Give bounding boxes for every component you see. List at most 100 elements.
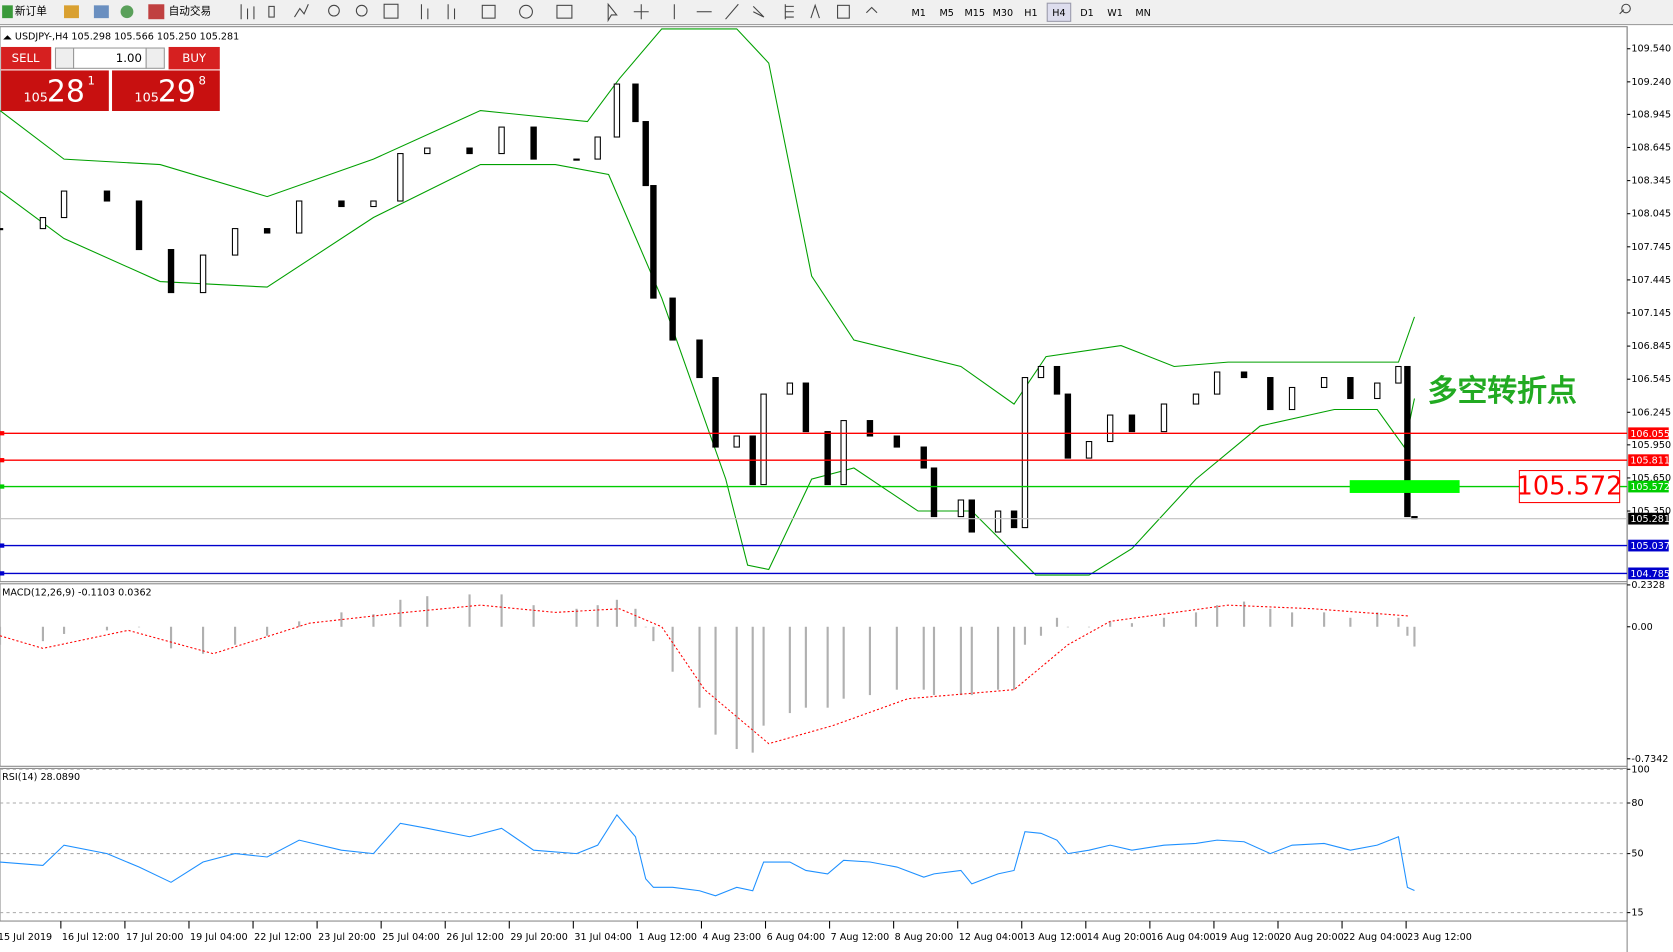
candle: [135, 200, 143, 251]
auto-trading-button[interactable]: 自动交易: [169, 5, 212, 18]
macd-bar: [932, 626, 936, 696]
auto-trading-icon[interactable]: [148, 4, 165, 20]
buy-price-fraction: 8: [198, 74, 205, 88]
macd-bar: [1023, 626, 1027, 645]
x-tick-label: 19 Aug 12:00: [1215, 932, 1280, 943]
channel-icon[interactable]: [752, 6, 765, 18]
x-tick-label: 8 Aug 20:00: [895, 932, 954, 943]
macd-bar: [895, 626, 898, 690]
tool-icon[interactable]: [64, 5, 79, 19]
timeframe-button[interactable]: H4: [1052, 8, 1065, 19]
macd-bar: [634, 608, 637, 627]
sell-label[interactable]: SELL: [12, 51, 40, 65]
candle: [1320, 377, 1328, 389]
periods-icon[interactable]: [519, 4, 533, 19]
level-label: 106.055: [1630, 429, 1670, 440]
line-icon[interactable]: [294, 4, 309, 18]
candle: [786, 382, 794, 395]
buy-button[interactable]: [168, 46, 220, 70]
x-tick-label: 22 Jul 12:00: [254, 932, 312, 943]
toolbar: [0, 0, 1673, 25]
rsi-panel: [0, 767, 1628, 922]
candle: [1085, 441, 1093, 459]
buy-price-big: 105: [134, 91, 158, 106]
macd-bar: [596, 605, 599, 627]
bar-chart-icon[interactable]: [240, 4, 255, 20]
candle: [167, 249, 175, 294]
macd-bar: [922, 626, 925, 690]
arrows-icon[interactable]: [865, 6, 878, 14]
search-icon[interactable]: [1619, 9, 1625, 15]
shift-icon[interactable]: [420, 4, 429, 20]
new-order-button[interactable]: 新订单: [15, 5, 47, 18]
timeframe-button[interactable]: H1: [1024, 8, 1037, 19]
buy-label[interactable]: BUY: [182, 51, 207, 65]
x-tick-label: 19 Jul 04:00: [190, 932, 248, 943]
x-tick-label: 1 Aug 12:00: [638, 932, 697, 943]
candle: [642, 121, 649, 187]
collapse-icon[interactable]: [3, 35, 12, 40]
timeframe-button[interactable]: D1: [1080, 8, 1093, 19]
candle: [231, 228, 239, 256]
candle: [60, 190, 68, 219]
candle: [1395, 365, 1402, 384]
candle: [968, 499, 975, 533]
zoom-out-icon[interactable]: [355, 4, 368, 17]
candle: [632, 83, 639, 123]
candle: [893, 435, 901, 448]
lot-increase[interactable]: [145, 47, 165, 69]
one-click-trading: SELL 1.00 BUY 105 28 1 105 29 8: [1, 46, 220, 111]
x-tick-label: 22 Aug 04:00: [1343, 932, 1408, 943]
lot-decrease[interactable]: [54, 47, 75, 69]
level-label-box: [1628, 567, 1669, 580]
level-label-box: [1628, 512, 1669, 525]
x-tick-label: 15 Jul 2019: [0, 932, 52, 943]
timeframe-button[interactable]: M15: [965, 8, 985, 19]
candle: [1010, 510, 1018, 529]
new-order-icon[interactable]: [2, 5, 13, 19]
sell-price[interactable]: [1, 70, 109, 111]
crosshair-icon[interactable]: [633, 4, 649, 20]
trendline-icon[interactable]: [725, 3, 739, 20]
zoom-in-icon[interactable]: [328, 4, 340, 17]
level-handle: [0, 458, 5, 463]
sell-button[interactable]: [1, 46, 52, 70]
y-tick-label: 108.045: [1631, 209, 1671, 220]
y-tick-label: 107.445: [1631, 275, 1671, 286]
tool-icon[interactable]: [93, 5, 109, 19]
fibo-icon[interactable]: [784, 4, 794, 20]
x-tick-label: 23 Aug 12:00: [1407, 932, 1472, 943]
macd-bar: [426, 596, 429, 627]
indicators-icon[interactable]: [481, 4, 496, 19]
autoscroll-icon[interactable]: [447, 4, 456, 20]
candle: [39, 217, 47, 230]
candle: [840, 420, 847, 486]
candle-icon[interactable]: [268, 5, 275, 18]
lot-value[interactable]: 1.00: [116, 51, 142, 65]
text-icon[interactable]: [810, 3, 820, 19]
macd-bar: [1216, 605, 1219, 627]
label-icon[interactable]: [837, 4, 850, 19]
cursor-icon[interactable]: [607, 2, 618, 23]
level-label-box: [1628, 454, 1669, 467]
macd-bar: [714, 626, 717, 735]
timeframe-button[interactable]: M30: [993, 8, 1013, 19]
timeframe-button[interactable]: MN: [1135, 8, 1150, 19]
templates-icon[interactable]: [556, 4, 573, 19]
candle: [1053, 365, 1061, 395]
x-tick-label: 23 Jul 20:00: [318, 932, 376, 943]
timeframe-button[interactable]: M5: [940, 8, 954, 19]
candle: [1021, 377, 1029, 529]
macd-bar: [500, 594, 503, 627]
x-tick-label: 17 Jul 20:00: [126, 932, 184, 943]
search-icon-lens[interactable]: [1621, 3, 1631, 14]
y-tick-label: 80: [1631, 798, 1643, 809]
timeframe-button[interactable]: W1: [1107, 8, 1123, 19]
tile-icon[interactable]: [383, 3, 399, 19]
buy-price[interactable]: [112, 70, 220, 111]
tool-icon[interactable]: [120, 5, 134, 19]
timeframe-button[interactable]: M1: [911, 8, 925, 19]
y-tick-label: 106.245: [1631, 407, 1671, 418]
macd-bar: [1194, 612, 1198, 627]
level-handle: [0, 431, 5, 436]
